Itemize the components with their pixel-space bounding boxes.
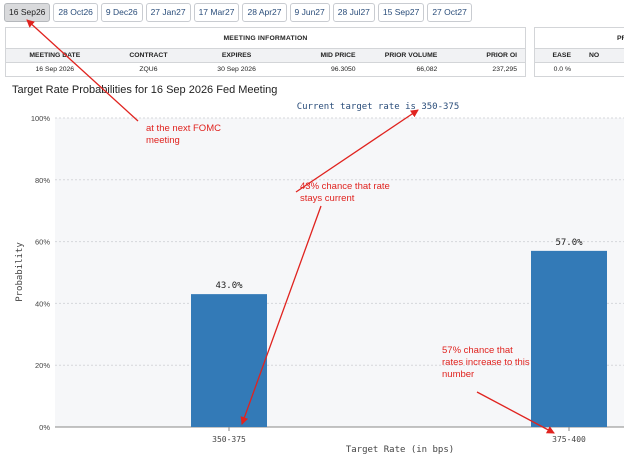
column-meeting-date: MEETING DATE: [29, 52, 81, 59]
x-tick-label: 350-375: [212, 435, 246, 444]
arrow-to-current-rate: [295, 109, 419, 193]
tab-meeting-9[interactable]: 27 Oct27: [427, 3, 472, 22]
y-tick-label: 0%: [39, 423, 50, 432]
probabilities-columns: EASE NO: [535, 49, 624, 63]
tab-meeting-2[interactable]: 9 Dec26: [100, 3, 143, 22]
cell-expires: 30 Sep 2026: [217, 66, 256, 73]
y-tick-label: 20%: [35, 361, 50, 370]
plot-area: [55, 118, 624, 427]
cell-ease: 0.0 %: [553, 66, 571, 73]
cell-meeting-date: 16 Sep 2026: [35, 66, 75, 73]
bar-375-400: [531, 250, 607, 427]
table-row: 16 Sep 2026 ZQU6 30 Sep 2026 96.3050 66,…: [6, 63, 525, 77]
arrow-to-first-bar: [240, 205, 322, 425]
cell-contract: ZQU6: [139, 66, 158, 73]
x-tick-label: 375-400: [552, 435, 586, 444]
chart-title: Target Rate Probabilities for 16 Sep 202…: [12, 84, 278, 96]
column-expires: EXPIRES: [221, 52, 252, 59]
column-prior-volume: PRIOR VOLUME: [384, 52, 438, 59]
tab-meeting-5[interactable]: 28 Apr27: [242, 3, 287, 22]
bar-value-label: 57.0%: [555, 238, 583, 248]
column-prior-oi: PRIOR OI: [486, 52, 517, 59]
bar-value-label: 43.0%: [215, 281, 243, 291]
column-no-change: NO: [589, 52, 600, 59]
annotation-increase: 57% chance that rates increase to this n…: [442, 345, 530, 380]
y-tick-label: 40%: [35, 299, 50, 308]
cell-prior-volume: 66,082: [416, 66, 438, 73]
table-row: 0.0 %: [535, 63, 624, 77]
y-axis-label: Probability: [15, 242, 25, 302]
tab-meeting-8[interactable]: 15 Sep27: [377, 3, 425, 22]
y-tick-label: 60%: [35, 238, 50, 247]
chart-subtitle: Current target rate is 350-375: [297, 102, 460, 112]
meeting-information-columns: MEETING DATE CONTRACT EXPIRES MID PRICE …: [6, 49, 525, 63]
annotation-next-meeting: at the next FOMC meeting: [146, 123, 221, 146]
y-tick-label: 80%: [35, 176, 50, 185]
column-ease: EASE: [552, 52, 571, 59]
cell-mid-price: 96.3050: [331, 66, 356, 73]
tab-meeting-4[interactable]: 17 Mar27: [193, 3, 240, 22]
annotation-stays-current: 43% chance that rate stays current: [300, 181, 390, 204]
meeting-information-table: MEETING INFORMATION MEETING DATE CONTRAC…: [5, 27, 526, 77]
probabilities-table: PR EASE NO 0.0 %: [534, 27, 624, 77]
tab-meeting-3[interactable]: 27 Jan27: [145, 3, 191, 22]
meeting-information-heading: MEETING INFORMATION: [6, 28, 525, 49]
arrow-to-first-tab: [26, 19, 139, 122]
x-axis-label: Target Rate (in bps): [346, 445, 454, 455]
column-contract: CONTRACT: [129, 52, 168, 59]
column-mid-price: MID PRICE: [320, 52, 356, 59]
probabilities-heading: PR: [535, 28, 624, 49]
cell-prior-oi: 237,295: [492, 66, 517, 73]
tab-meeting-6[interactable]: 9 Jun27: [289, 3, 330, 22]
tab-meeting-7[interactable]: 28 Jul27: [332, 3, 375, 22]
meeting-tabs: 16 Sep26 28 Oct26 9 Dec26 27 Jan27 17 Mar27 2…: [4, 3, 472, 22]
arrow-to-second-bar: [476, 391, 555, 434]
bar-350-375: [191, 294, 267, 427]
y-tick-label: 100%: [31, 114, 51, 123]
tab-meeting-1[interactable]: 28 Oct26: [53, 3, 98, 22]
